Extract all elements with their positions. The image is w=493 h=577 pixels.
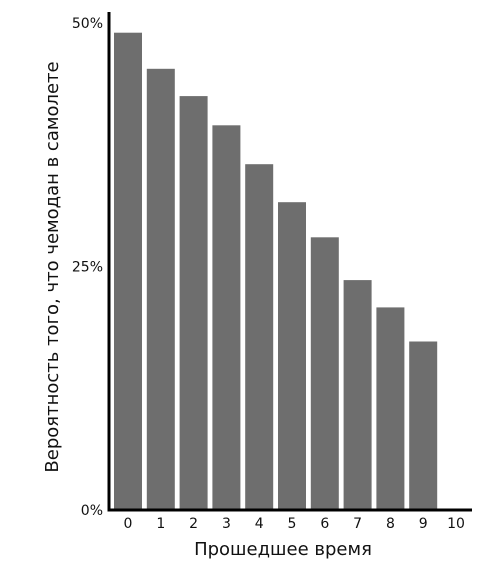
x-tick-label: 9 [419,516,428,532]
axes-group [107,12,472,512]
y-axis-title: Вероятность того, что чемодан в самолете [42,61,63,472]
x-tick-label: 2 [189,516,198,532]
bar-5 [278,202,306,510]
x-tick-label: 1 [156,516,165,532]
x-tick-label: 8 [386,516,395,532]
x-tick-label: 3 [222,516,231,532]
x-tick-labels: 0 1 2 3 4 5 6 7 8 9 10 [124,516,465,532]
bar-8 [376,307,405,510]
x-tick-label: 0 [124,516,133,532]
y-tick-label: 25% [72,260,103,276]
bar-1 [146,68,175,511]
bar-7 [343,280,372,510]
x-tick-label: 10 [447,516,465,532]
bar-2 [179,96,208,510]
x-axis-title: Прошедшее время [194,539,372,560]
x-tick-label: 7 [353,516,362,532]
bar-3 [212,125,241,511]
x-tick-label: 4 [255,516,264,532]
bar-0 [114,32,142,510]
bar-6 [310,237,339,511]
y-tick-label: 0% [81,503,103,519]
y-tick-label: 50% [72,16,103,32]
bars-group [114,32,438,511]
x-tick-label: 6 [320,516,329,532]
x-tick-label: 5 [288,516,297,532]
bar-9 [409,341,438,510]
y-tick-labels: 0% 25% 50% [72,16,103,519]
bar-4 [245,164,274,510]
